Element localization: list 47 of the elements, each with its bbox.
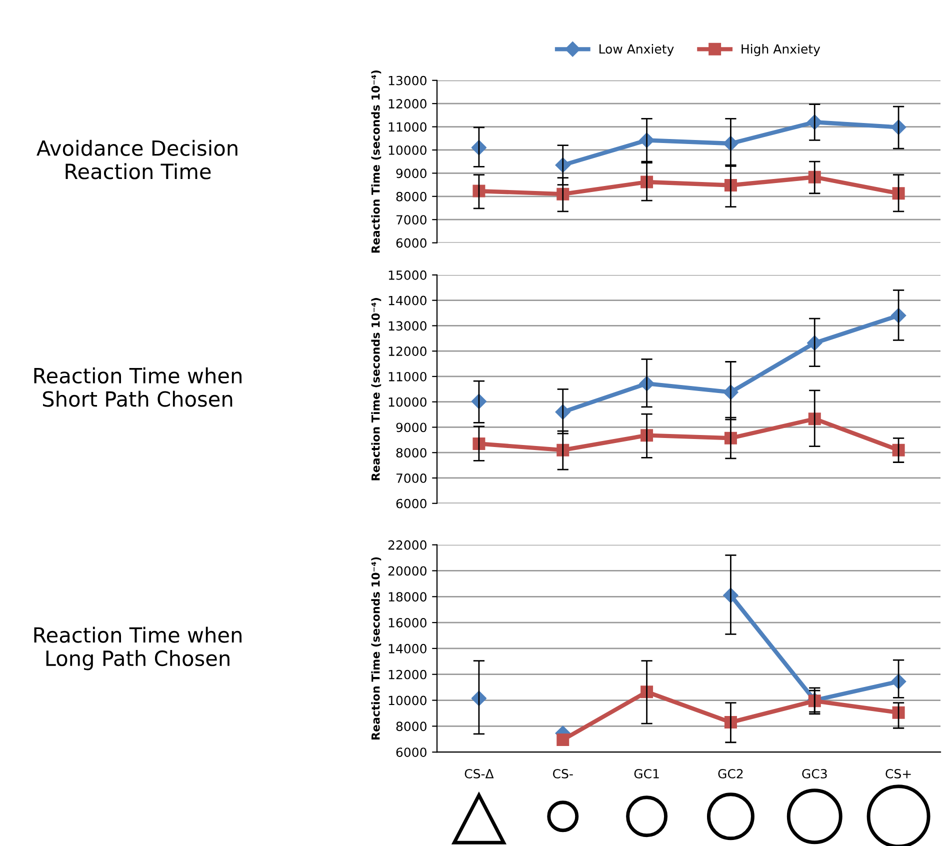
y-tick-label: 8000 [396,192,426,202]
y-tick-label: 12000 [388,346,426,356]
point [556,734,570,746]
y-tick-label: 6000 [396,238,426,248]
y-tick-label: 13000 [388,321,426,331]
point [472,184,486,198]
x-tick-label: GC1 [634,768,659,778]
y-tick-label: 11000 [388,372,426,382]
text: Avoidance Decision Reaction Time [36,140,238,180]
y-tick-label: 14000 [388,644,426,654]
y-tick-label: 6000 [396,498,426,508]
x-tick-label: GC3 [802,768,827,778]
y-axis-title: Reaction Time (seconds 10⁻⁴) [371,70,382,253]
legend-label: High Anxiety [742,44,820,56]
point [892,706,905,719]
y-tick-label: 10000 [388,397,426,407]
y-tick-label: 14000 [388,296,426,306]
text: Reaction Time when Long Path Chosen [34,626,242,670]
x-tick-label: CS-Δ [464,768,494,778]
y-tick-label: 12000 [388,670,426,680]
y-tick-label: 20000 [388,566,426,576]
y-tick-label: 22000 [388,540,426,550]
y-tick-label: 8000 [396,722,426,732]
point [472,437,486,450]
y-tick-label: 6000 [396,748,426,758]
x-tick-label: CS+ [886,768,911,778]
y-tick-label: 8000 [396,448,426,458]
text: Reaction Time when Short Path Chosen [34,367,242,407]
y-tick-label: 16000 [388,618,426,628]
x-tick-label: GC2 [718,768,743,778]
y-tick-label: 18000 [388,592,426,602]
y-tick-label: 15000 [388,270,426,280]
y-tick-label: 10000 [388,145,426,155]
y-tick-label: 9000 [396,422,426,432]
y-tick-label: 10000 [388,696,426,706]
x-tick-label: CS- [552,768,573,778]
y-tick-label: 12000 [388,99,426,108]
y-tick-label: 13000 [388,76,426,86]
y-tick-label: 7000 [396,215,426,225]
y-axis-title: Reaction Time (seconds 10⁻⁴) [371,557,382,740]
y-tick-label: 11000 [388,122,426,132]
y-tick-label: 7000 [396,473,426,483]
y-tick-label: 9000 [396,168,426,178]
legend-label: Low Anxiety [599,44,674,56]
point [892,187,905,200]
point [892,444,905,456]
y-axis-title: Reaction Time (seconds 10⁻⁴) [371,298,382,480]
